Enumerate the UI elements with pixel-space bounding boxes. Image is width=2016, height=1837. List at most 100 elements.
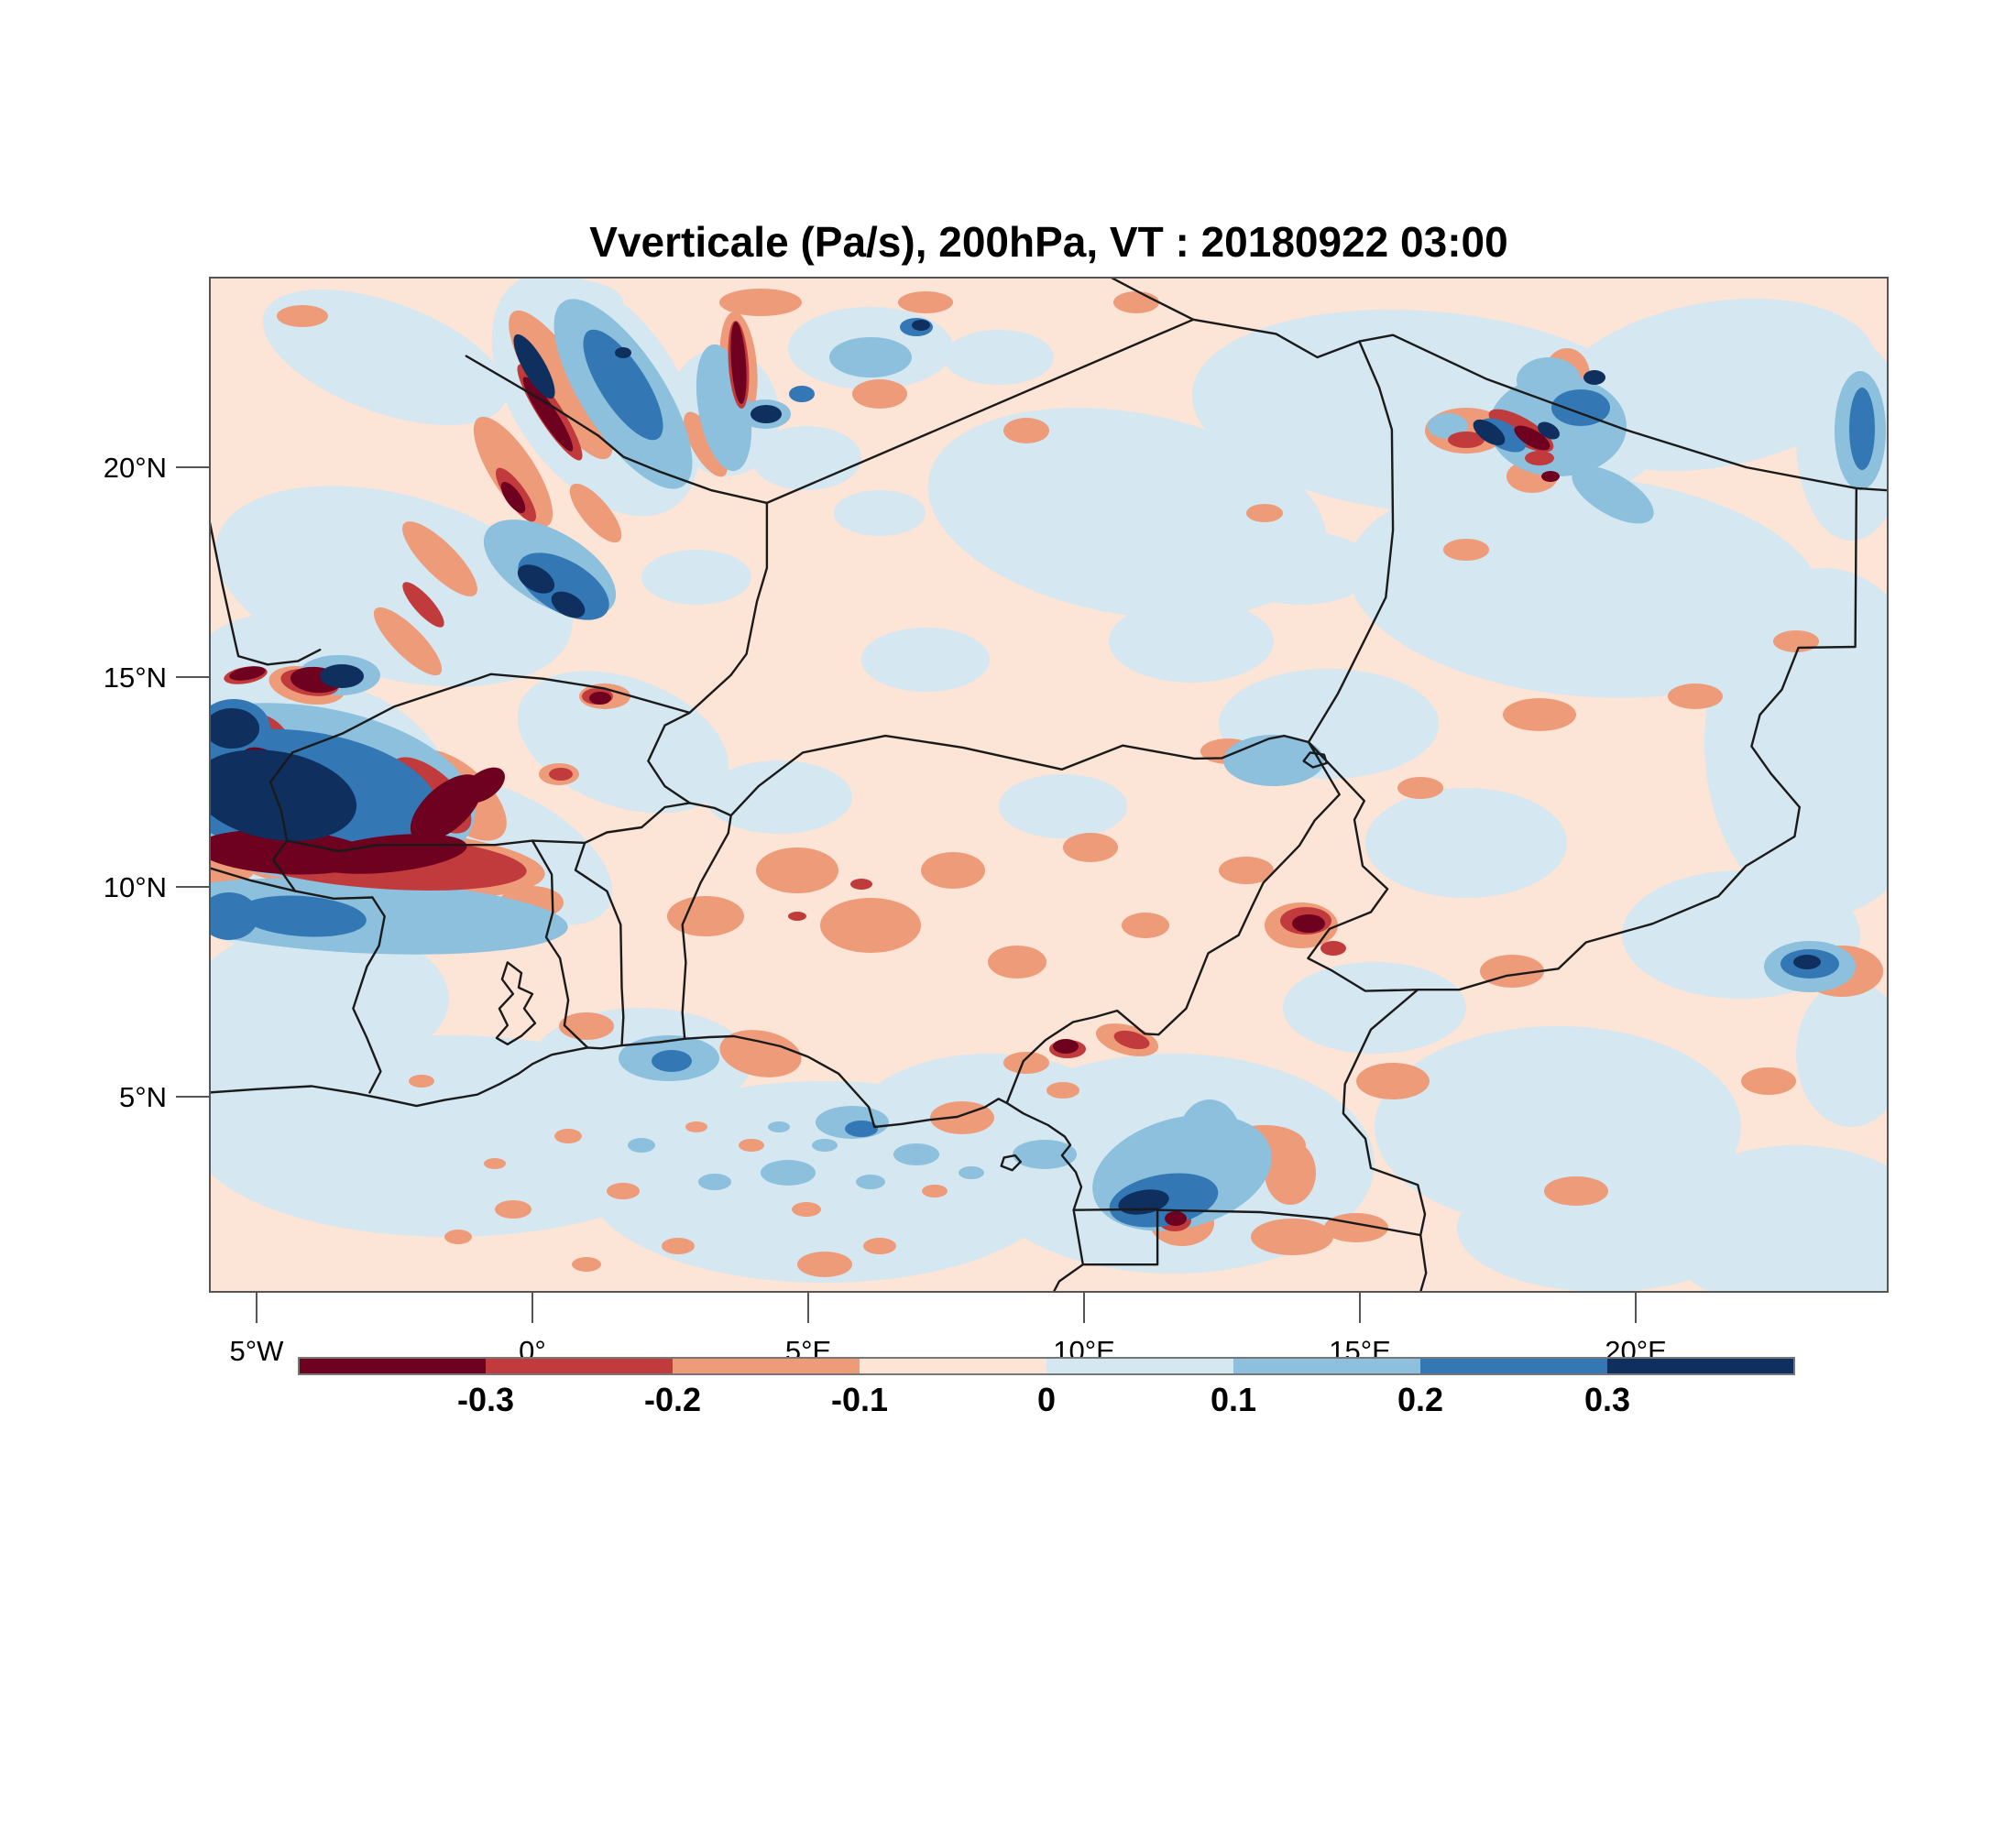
contour-blob-level-4 [861, 628, 990, 692]
contour-blob-level-4 [1550, 299, 1877, 471]
contour-blob-level-2 [409, 1075, 434, 1088]
colorbar-segment [486, 1358, 673, 1374]
contour-blob-level-0 [500, 481, 526, 514]
contour-blob-level-1 [1320, 941, 1346, 956]
contour-blob-level-2 [1443, 539, 1489, 561]
contour-field [210, 278, 1888, 1292]
contour-blob-level-7 [551, 591, 586, 618]
contour-blob-level-2 [1741, 1067, 1796, 1095]
contour-blob-level-2 [607, 1183, 640, 1199]
map-frame [209, 277, 1889, 1293]
border-mali-niger-burkina [647, 501, 769, 804]
contour-blob-level-7 [1473, 419, 1506, 446]
contour-blob-level-0 [1053, 1039, 1079, 1054]
contour-blob-level-5 [856, 1175, 885, 1189]
contour-blob-level-2 [495, 1200, 531, 1219]
contour-blob-level-5 [628, 1138, 655, 1153]
contour-blob-level-6 [238, 895, 367, 937]
contour-blob-level-4 [1228, 531, 1375, 605]
contour-blob-level-7 [1583, 370, 1605, 385]
contour-blob-level-6 [1551, 389, 1610, 426]
colorbar-segment [1607, 1358, 1794, 1374]
contour-blob-level-2 [719, 1030, 802, 1077]
contour-blob-level-2 [739, 1139, 764, 1152]
contour-blob-level-2 [898, 291, 953, 313]
contour-blob-level-2 [685, 1121, 707, 1132]
contour-blob-level-1 [402, 582, 444, 628]
contour-blob-level-1 [1113, 1030, 1150, 1050]
contour-blob-level-1 [549, 768, 573, 781]
contour-blob-level-6 [1849, 388, 1875, 470]
border-lake-chad [1302, 751, 1329, 769]
contour-blob-level-7 [320, 664, 364, 688]
contour-blob-level-6 [583, 329, 663, 441]
contour-blob-level-2 [756, 847, 838, 893]
contour-blob-level-6 [210, 892, 258, 940]
contour-blob-level-7 [1538, 421, 1560, 440]
contour-blob-level-2 [1219, 857, 1274, 884]
colorbar-segment [1046, 1358, 1233, 1374]
border-mauritania-mali [210, 520, 322, 666]
contour-blob-level-2 [1265, 1141, 1316, 1205]
contour-blob-level-2 [667, 896, 744, 936]
contour-blob-level-0 [1514, 425, 1550, 451]
contour-blob-level-1 [850, 879, 872, 890]
contour-blob-level-6 [789, 386, 815, 402]
border-lake-volta [495, 961, 537, 1046]
contour-blob-level-4 [944, 330, 1054, 385]
contour-blob-level-2 [402, 521, 477, 596]
contour-blob-level-0 [1292, 914, 1325, 933]
border-cameroon-gabon-congo [1156, 1208, 1428, 1292]
contour-blob-level-0 [1165, 1211, 1187, 1226]
contour-blob-level-0 [589, 692, 611, 705]
contour-blob-level-4 [641, 550, 751, 605]
contour-blob-level-5 [768, 1121, 790, 1132]
contour-blob-level-2 [1503, 698, 1576, 731]
contour-blob-level-0 [730, 322, 747, 404]
contour-blob-level-2 [554, 1129, 582, 1143]
border-benin-nigeria [681, 814, 732, 1041]
border-niger-burkina-mali-north [290, 672, 691, 754]
contour-blob-level-5 [959, 1166, 984, 1179]
contour-blob-level-4 [706, 760, 852, 834]
contour-blob-level-0 [463, 767, 505, 804]
contour-blob-level-2 [1668, 683, 1723, 709]
contour-blob-level-6 [845, 1121, 878, 1137]
border-chad-cameroon-car [1307, 740, 1802, 992]
contour-blob-level-2 [1246, 504, 1283, 522]
contour-blob-level-4 [1283, 962, 1466, 1054]
contour-blob-level-2 [1003, 1052, 1049, 1074]
contour-blob-level-5 [893, 1143, 939, 1165]
lon-tick-label: 5°W [230, 1335, 285, 1367]
contour-blob-level-6 [652, 1050, 692, 1072]
border-ghana-togo [531, 839, 589, 1049]
lat-tick-label: 15°N [104, 662, 167, 694]
border-chad-sudan [1750, 487, 1858, 809]
lat-tick-label: 10°N [104, 871, 167, 903]
contour-blob-level-2 [662, 1238, 695, 1254]
colorbar-tick-label: 0.1 [1211, 1381, 1256, 1418]
contour-blob-level-5 [698, 1174, 731, 1190]
contour-blob-level-2 [373, 607, 443, 676]
border-togo-benin [574, 841, 625, 1047]
contour-blob-level-5 [829, 337, 912, 377]
contour-blob-level-7 [210, 708, 259, 749]
colorbar-segment [1233, 1358, 1420, 1374]
contour-blob-level-2 [792, 1202, 821, 1217]
lat-tick-label: 5°N [119, 1081, 167, 1113]
colorbar-tick-label: 0.3 [1584, 1381, 1630, 1418]
contour-blob-level-2 [1773, 630, 1819, 652]
border-ivory-guinea-west [210, 867, 297, 892]
contour-blob-level-4 [1704, 568, 1888, 916]
contour-blob-level-2 [922, 1185, 948, 1197]
contour-blob-level-5 [812, 1139, 838, 1152]
latitude-axis: 20°N 15°N 10°N 5°N [104, 452, 210, 1113]
contour-blob-level-7 [1793, 955, 1821, 969]
border-libya-niger-chad [1191, 318, 1888, 492]
colorbar-legend: -0.3 -0.2 -0.1 0 0.1 0.2 0.3 [298, 1357, 1795, 1418]
contour-blob-level-4 [1365, 788, 1567, 898]
contour-blob-level-2 [572, 1257, 601, 1272]
border-eq-guinea [1072, 1208, 1159, 1266]
